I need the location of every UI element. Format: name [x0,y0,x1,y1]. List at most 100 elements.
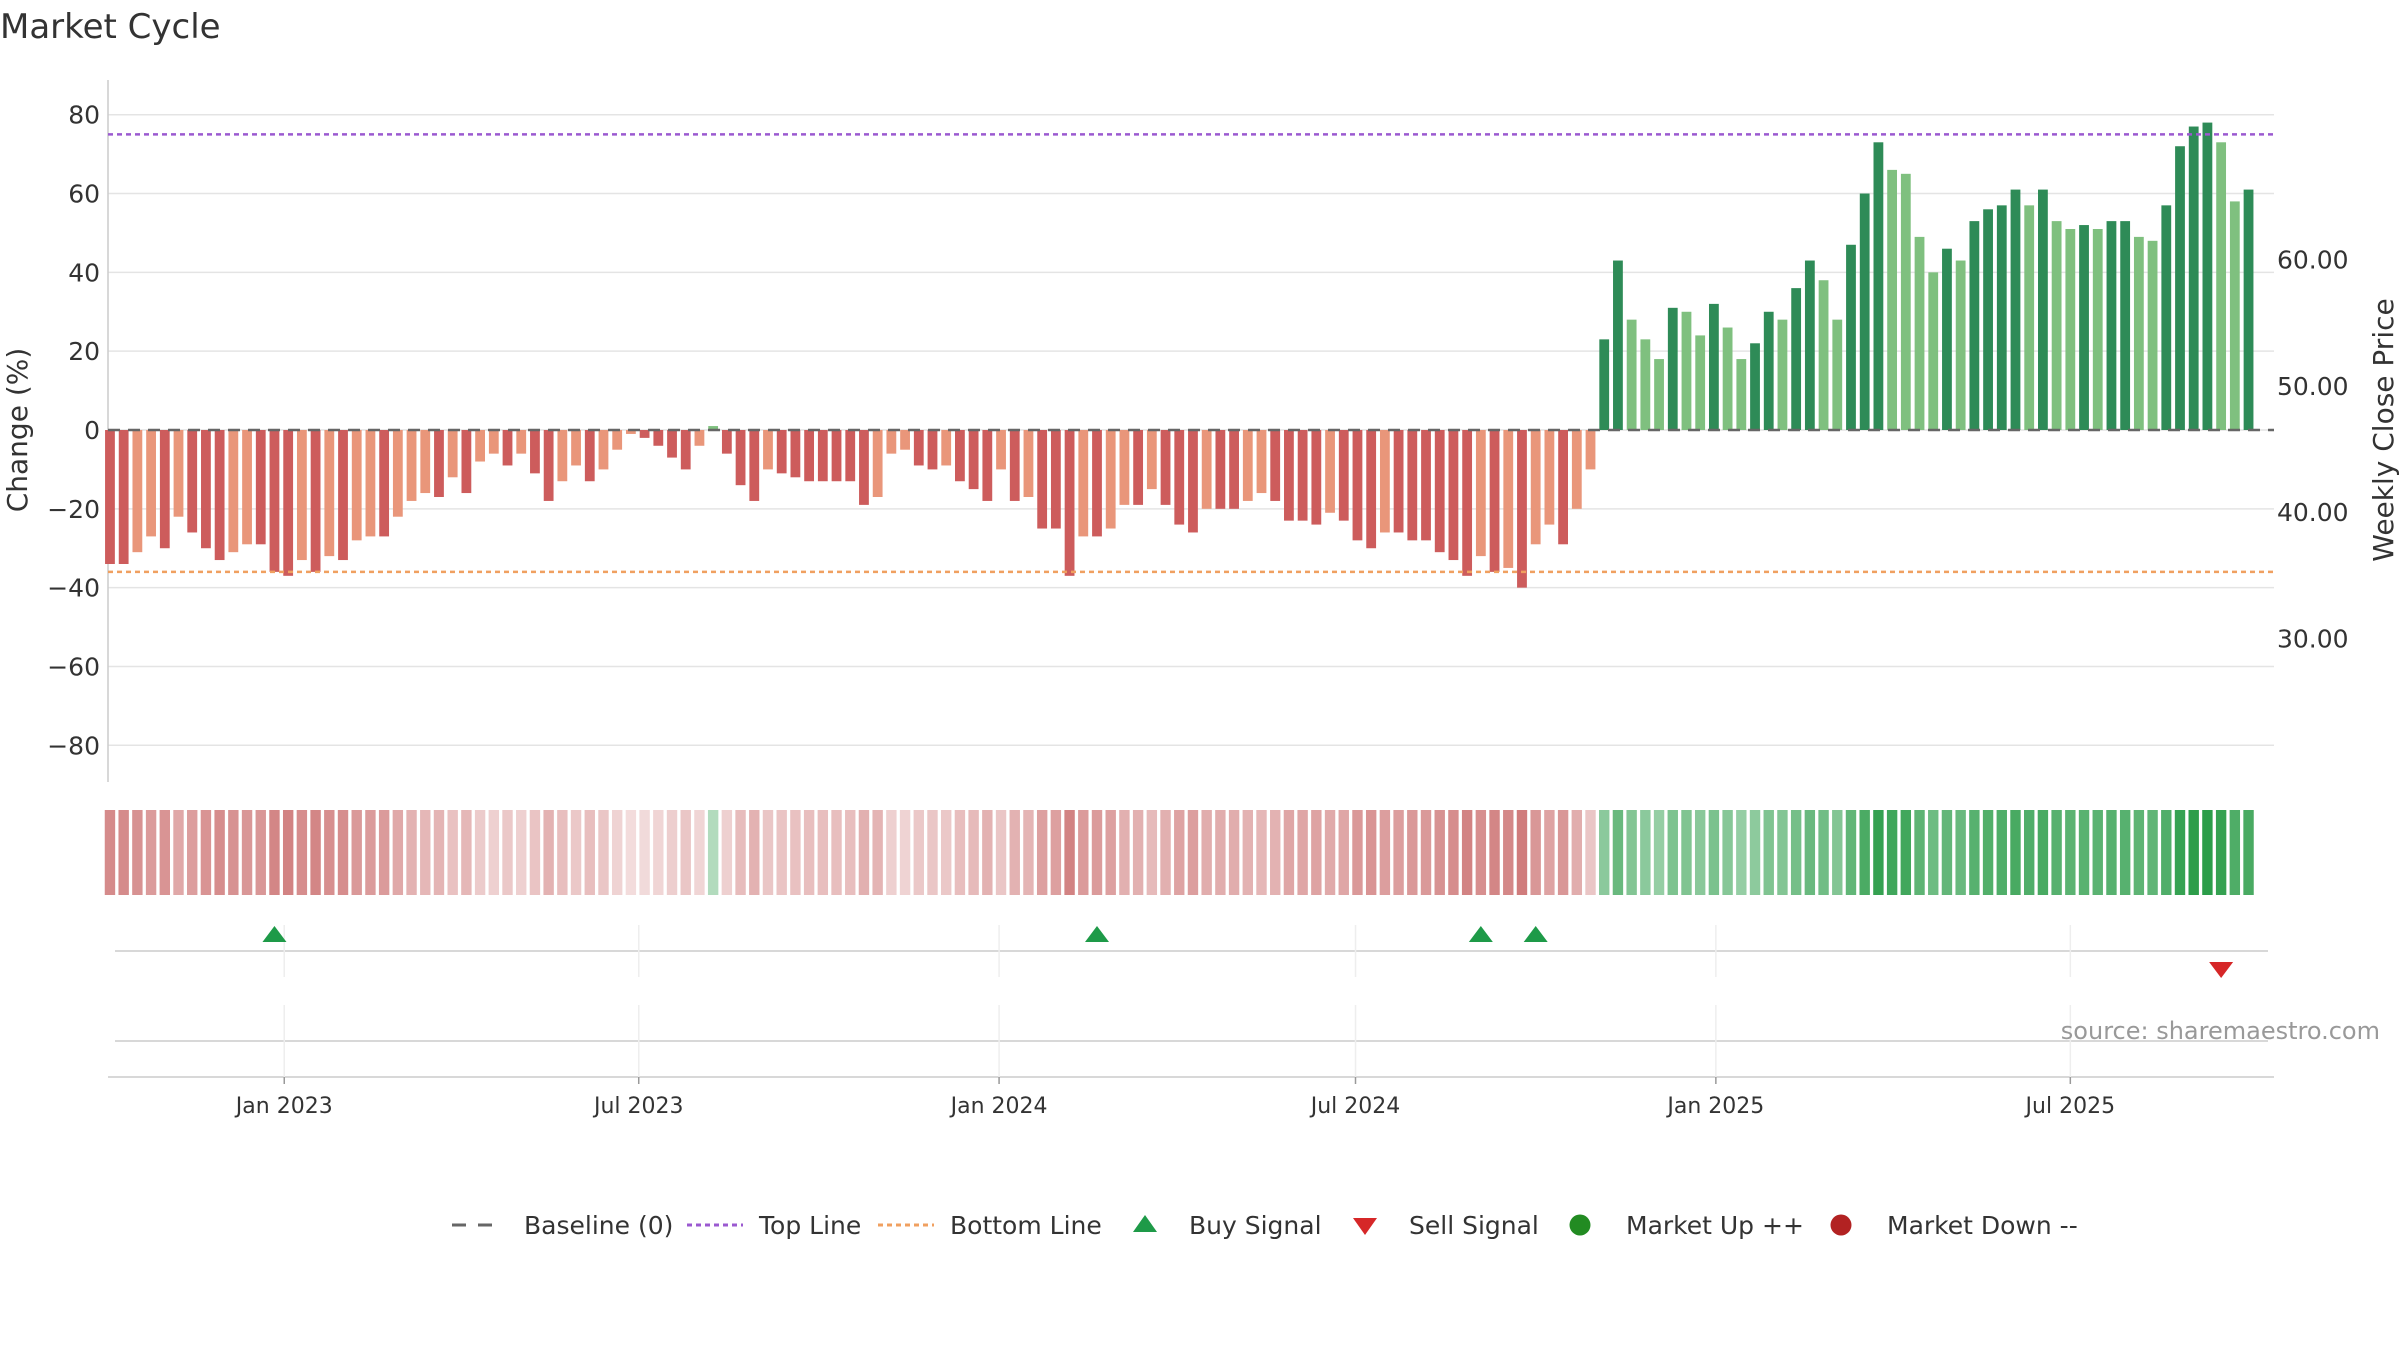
bar [1763,311,1774,430]
bar [1338,430,1349,521]
bar [228,430,239,553]
bar [1873,142,1884,430]
bar [365,430,376,537]
bar [1613,260,1623,430]
bar [1242,430,1253,501]
heat-cell [2023,810,2035,895]
bar [1900,173,1911,430]
bar [941,430,952,466]
bar [2092,229,2103,430]
bar [1050,430,1061,529]
y-tick-label: 60 [68,180,100,209]
bar [1640,339,1651,430]
y2-tick-label: 40.00 [2277,498,2349,527]
heat-cell [886,810,897,895]
bar [283,430,294,576]
bar [461,430,472,494]
heat-cell [790,810,801,895]
heat-cell [1599,810,1610,895]
legend-item: Baseline (0) [452,1211,673,1240]
x-tick-label: Jan 2023 [234,1094,333,1119]
heat-cell [803,810,815,895]
legend-item: Market Down -- [1830,1211,2078,1240]
heat-cell [1777,810,1788,895]
buy-signal-marker [262,926,287,942]
bar [831,430,842,482]
signal-panel [108,925,2274,1078]
y2-tick-label: 50.00 [2277,372,2349,401]
bar [1366,430,1377,549]
heat-cell [1996,810,2007,895]
heat-cell [831,810,842,895]
heat-cell [776,810,787,895]
triangle-down-icon [1353,1218,1377,1235]
legend-label: Baseline (0) [524,1211,673,1240]
legend-item: Top Line [687,1211,861,1240]
heat-cell [516,810,527,895]
bar [530,430,540,474]
heat-cell [2174,810,2186,895]
bar [351,430,362,541]
heat-cell [529,810,541,895]
bar [1571,430,1582,509]
x-tick-label: Jul 2024 [1309,1094,1401,1119]
heat-cell [461,810,472,895]
heat-strip [104,810,2254,895]
bar [1256,430,1267,494]
heat-cell [735,810,746,895]
bar [1064,430,1075,576]
bar [1201,430,1212,509]
heat-cell [2092,810,2103,895]
heat-cell [845,810,856,895]
heat-cell [1174,810,1185,895]
heat-cell [982,810,993,895]
heat-cell [1859,810,1870,895]
heat-cell [2133,810,2145,895]
heat-cell [2010,810,2021,895]
heat-cell [104,810,116,895]
heat-cell [1722,810,1733,895]
x-axis-ticks: Jan 2023 Jul 2023 Jan 2024 Jul 2024 Jan 2025… [234,1077,2115,1119]
heat-cell [584,810,595,895]
bar [1544,430,1555,525]
bar [296,430,307,561]
bar [817,430,828,482]
bar [845,430,856,482]
heat-cell [1790,810,1802,895]
heat-cell [1160,810,1171,895]
y-tick-label: 80 [68,101,100,130]
heat-cell [1256,810,1267,895]
bar [1489,430,1500,572]
bar [1983,209,1993,430]
heat-cell [1736,810,1747,895]
bar [968,430,979,490]
bar [1174,430,1185,525]
bar [667,430,677,458]
heat-cell [2215,810,2227,895]
heat-cell [1694,810,1706,895]
legend-label: Top Line [758,1211,861,1240]
heat-cell [1475,810,1487,895]
bars [105,122,2254,588]
heat-cell [1146,810,1158,895]
bar [804,430,815,482]
heat-cell [1105,810,1116,895]
heat-cell [1845,810,1857,895]
bar [2161,205,2172,430]
heat-cell [927,810,938,895]
x-tick-label: Jul 2023 [592,1094,684,1119]
bar [146,430,156,537]
heat-cell [2202,810,2213,895]
heat-cell [1324,810,1336,895]
bar [543,430,554,501]
bar [1393,430,1404,533]
bar [475,430,485,462]
bar [173,430,184,517]
heat-cell [1050,810,1062,895]
bar [1229,430,1239,509]
heat-cell [282,810,294,895]
heat-cell [2051,810,2062,895]
heat-cell [1708,810,1720,895]
bar [269,430,280,572]
bar [2038,189,2048,430]
